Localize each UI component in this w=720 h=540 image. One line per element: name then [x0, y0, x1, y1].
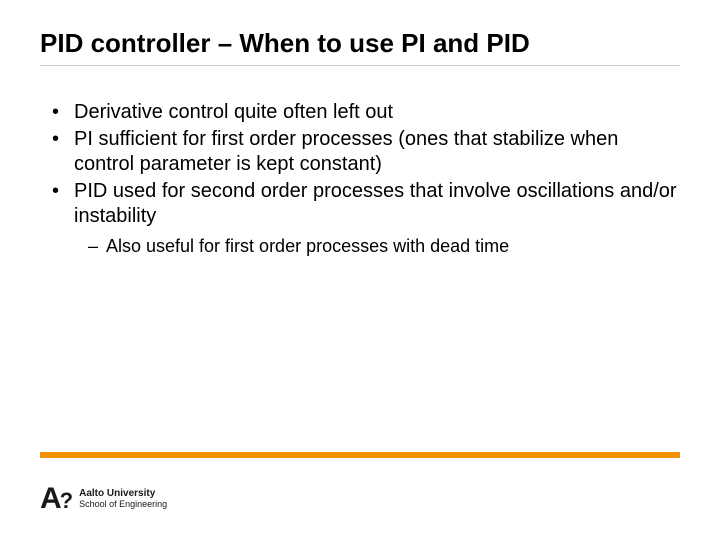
bullet-item: PID used for second order processes that… — [52, 179, 680, 258]
footer-logo: A? Aalto University School of Engineerin… — [40, 484, 167, 514]
logo-question-icon: ? — [60, 488, 71, 513]
sub-bullet-item: Also useful for first order processes wi… — [88, 235, 680, 258]
bullet-text: PI sufficient for first order processes … — [74, 128, 618, 175]
bullet-list: Derivative control quite often left out … — [40, 100, 680, 258]
footer-accent-bar — [40, 452, 680, 458]
bullet-item: Derivative control quite often left out — [52, 100, 680, 125]
title-divider — [40, 65, 680, 66]
logo-line2: School of Engineering — [79, 500, 167, 509]
logo-line1: Aalto University — [79, 489, 167, 500]
slide: PID controller – When to use PI and PID … — [0, 0, 720, 540]
bullet-text: PID used for second order processes that… — [74, 180, 677, 227]
logo-text: Aalto University School of Engineering — [79, 489, 167, 509]
sub-bullet-text: Also useful for first order processes wi… — [106, 236, 509, 256]
bullet-text: Derivative control quite often left out — [74, 101, 393, 123]
bullet-item: PI sufficient for first order processes … — [52, 127, 680, 177]
sub-bullet-list: Also useful for first order processes wi… — [74, 235, 680, 258]
logo-letter: A — [40, 482, 60, 515]
slide-title: PID controller – When to use PI and PID — [40, 28, 680, 59]
logo-mark: A? — [40, 484, 71, 514]
